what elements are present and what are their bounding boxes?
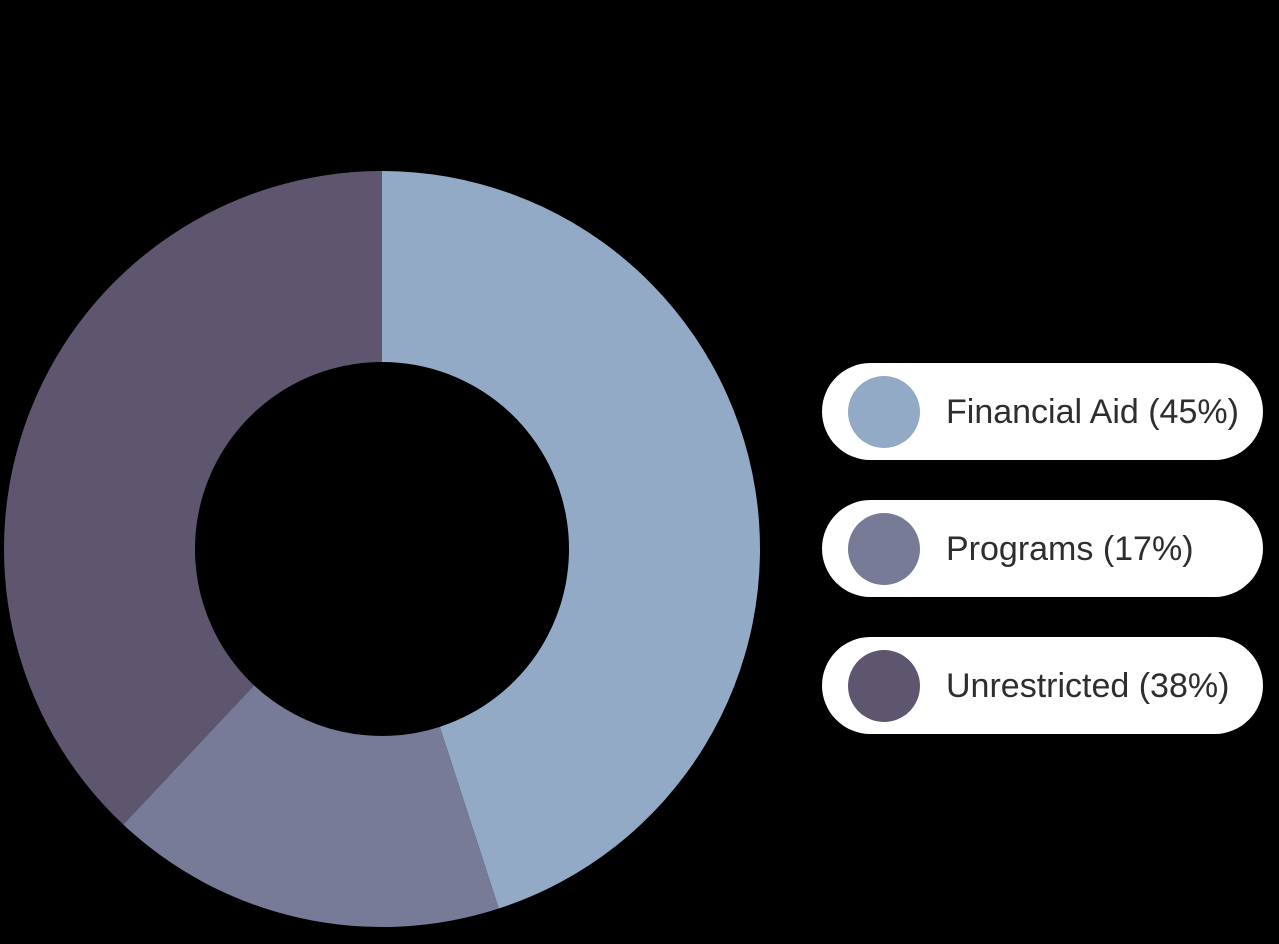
legend-item-label: Programs (17%) [946, 529, 1194, 568]
donut-segment-financial-aid[interactable] [382, 170, 761, 909]
legend-item-programs[interactable]: Programs (17%) [822, 500, 1263, 597]
donut-segment-programs[interactable] [123, 685, 499, 928]
legend-swatch-unrestricted-icon [848, 649, 920, 722]
legend-item-unrestricted[interactable]: Unrestricted (38%) [822, 637, 1263, 734]
chart-legend: Financial Aid (45%) Programs (17%) Unres… [822, 363, 1263, 734]
legend-swatch-financial-aid-icon [848, 375, 920, 448]
donut-segment-unrestricted[interactable] [3, 170, 382, 825]
legend-item-label: Financial Aid (45%) [946, 392, 1239, 431]
legend-item-label: Unrestricted (38%) [946, 666, 1230, 705]
legend-swatch-programs-icon [848, 512, 920, 585]
legend-item-financial-aid[interactable]: Financial Aid (45%) [822, 363, 1263, 460]
